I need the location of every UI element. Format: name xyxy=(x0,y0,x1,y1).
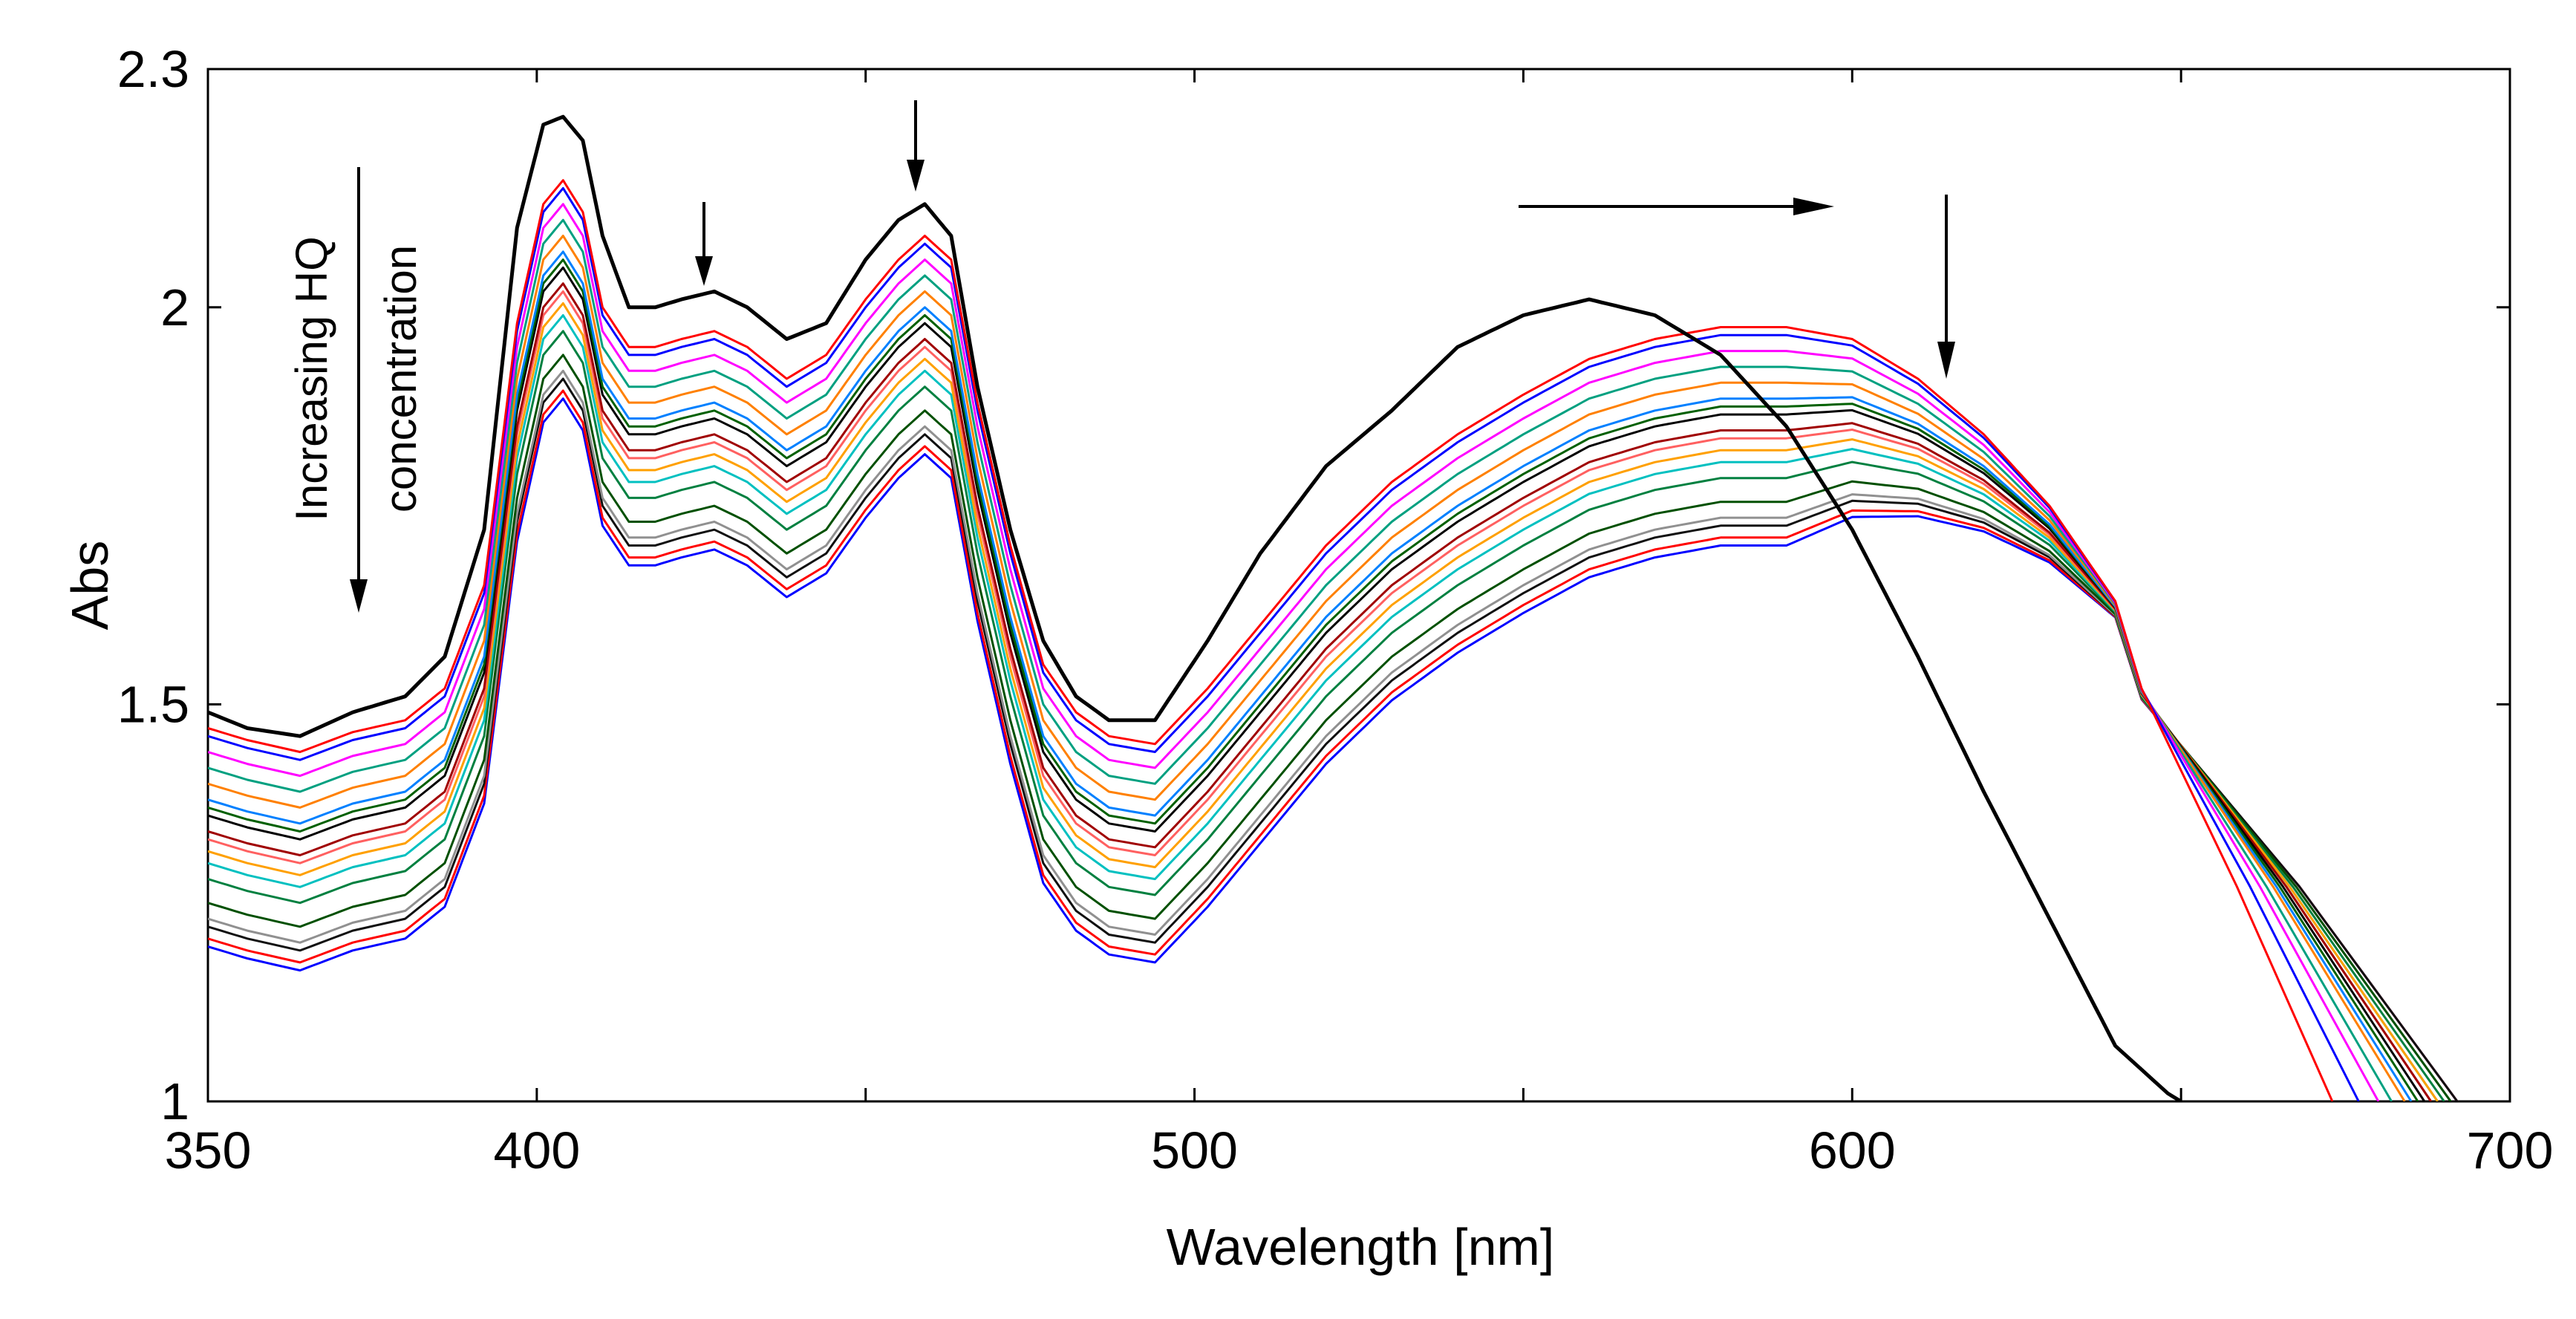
series-line-4 xyxy=(208,218,2393,1101)
series-line-18 xyxy=(208,397,2459,1101)
series-line-3 xyxy=(208,203,2380,1101)
arrow-down-614 xyxy=(1937,195,1955,379)
series-line-14 xyxy=(208,354,2452,1101)
series-line-1 xyxy=(208,179,2334,1101)
y-axis-title: Abs xyxy=(61,541,119,631)
series-line-0 xyxy=(208,114,2182,1101)
y-tick-label: 1.5 xyxy=(117,675,189,733)
series-line-15 xyxy=(208,369,2452,1101)
series-line-5 xyxy=(208,235,2406,1101)
arrow-right-shift xyxy=(1519,198,1834,215)
series-line-16 xyxy=(208,377,2459,1101)
series-line-11 xyxy=(208,302,2439,1101)
annotation-line2: concentration xyxy=(376,245,425,512)
series-line-9 xyxy=(208,282,2432,1101)
y-tick-label: 1 xyxy=(160,1072,189,1130)
x-tick-label: 500 xyxy=(1151,1121,1238,1179)
series-line-17 xyxy=(208,389,2459,1101)
annotation-line1: Increasing HQ xyxy=(287,236,336,521)
series-line-10 xyxy=(208,290,2432,1101)
series-line-13 xyxy=(208,330,2445,1101)
y-tick-label: 2 xyxy=(160,279,189,336)
x-tick-label: 600 xyxy=(1809,1121,1896,1179)
arrow-down-459 xyxy=(907,100,925,192)
x-axis-title: Wavelength [nm] xyxy=(1167,1218,1555,1276)
concentration-arrow xyxy=(350,167,368,613)
ticks-group xyxy=(206,68,2511,1103)
x-tick-label: 350 xyxy=(165,1121,252,1179)
series-line-7 xyxy=(208,258,2419,1101)
y-tick-label: 2.3 xyxy=(117,40,189,98)
x-tick-label: 400 xyxy=(493,1121,580,1179)
series-line-8 xyxy=(208,266,2426,1101)
series-group xyxy=(208,114,2459,1101)
tick-labels-group: 350 400 500 600 700 1 1.5 2 2.3 xyxy=(117,40,2554,1179)
series-line-2 xyxy=(208,186,2360,1101)
series-line-6 xyxy=(208,250,2413,1101)
plot-frame xyxy=(206,68,2511,1103)
series-line-12 xyxy=(208,314,2439,1101)
arrow-down-427 xyxy=(695,202,713,286)
x-tick-label: 700 xyxy=(2467,1121,2554,1179)
